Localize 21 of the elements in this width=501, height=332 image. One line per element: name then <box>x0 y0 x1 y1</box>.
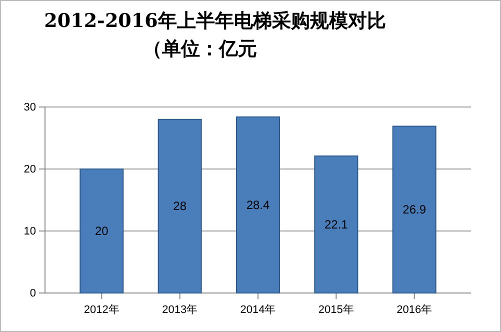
bar <box>314 155 358 294</box>
data-label: 28 <box>173 199 187 214</box>
x-tick-label: 2014年 <box>240 304 276 316</box>
y-tick-label: 20 <box>24 164 36 176</box>
y-tick-label: 0 <box>30 288 36 300</box>
x-tick-label: 2016年 <box>396 304 432 316</box>
y-tick-label: 10 <box>24 226 36 238</box>
chart-title: 2012-2016年上半年电梯采购规模对比 <box>44 10 386 32</box>
data-label: 20 <box>94 224 109 238</box>
x-tick-label: 2013年 <box>162 304 198 316</box>
data-label: 22.1 <box>324 217 348 232</box>
data-label: 26.9 <box>402 202 426 217</box>
chart-subtitle: （单位：亿元 <box>143 38 257 60</box>
bar <box>392 126 436 294</box>
x-tick-label: 2015年 <box>318 304 354 316</box>
x-tick-label: 2012年 <box>84 304 120 316</box>
data-label: 28.4 <box>246 198 270 212</box>
y-tick-label: 30 <box>24 102 36 114</box>
bar <box>80 168 124 294</box>
bar <box>236 116 280 294</box>
bar <box>158 118 202 294</box>
